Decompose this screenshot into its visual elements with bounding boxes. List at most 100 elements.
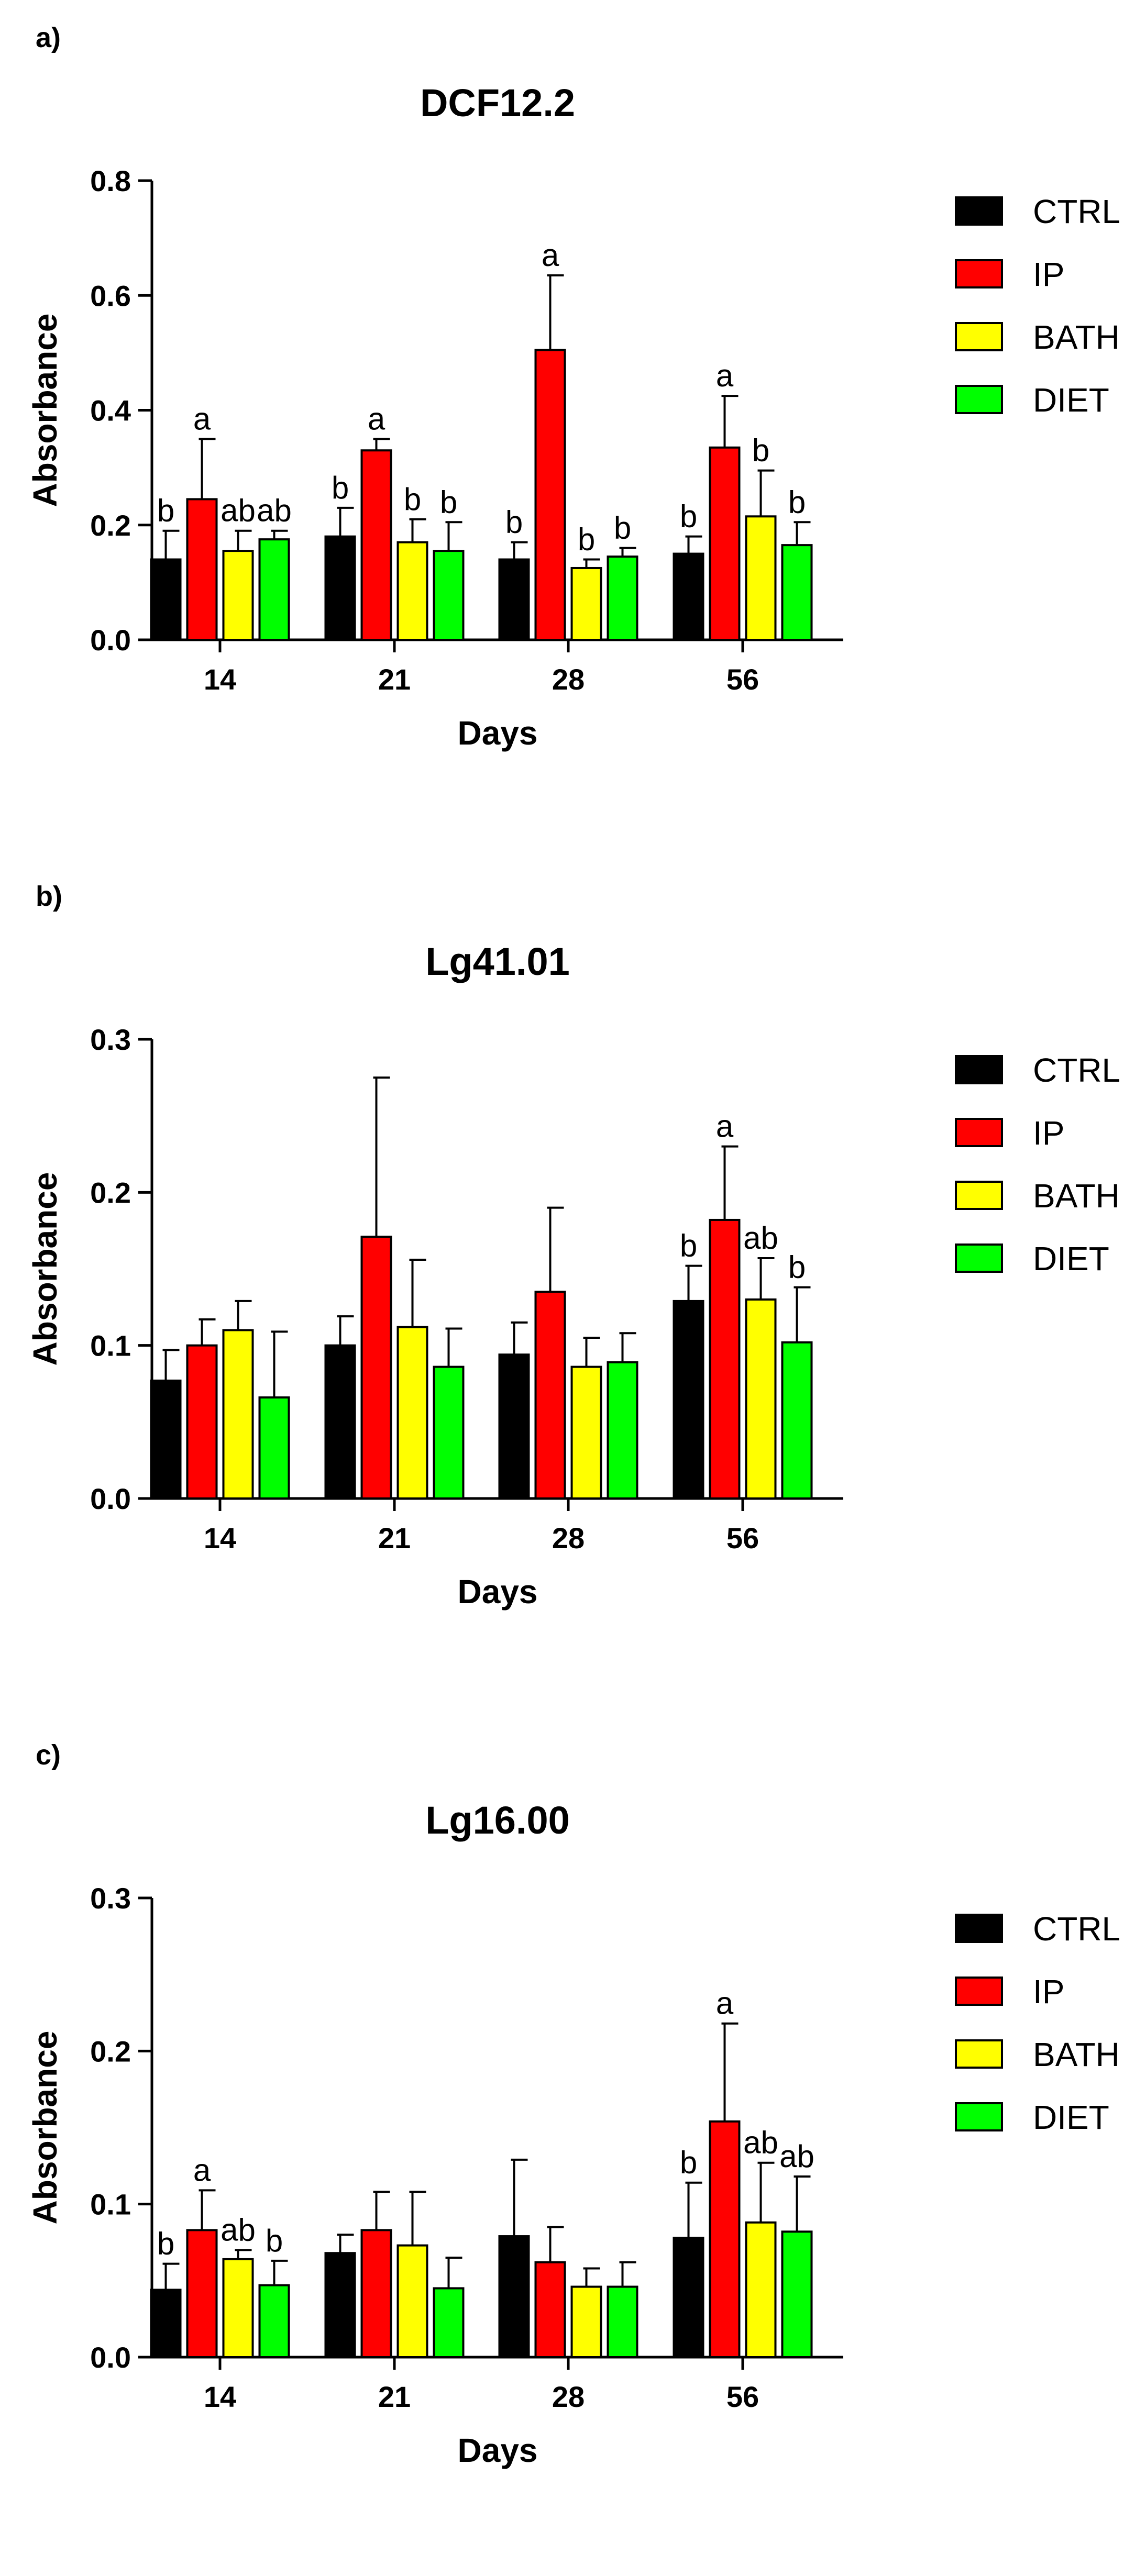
legend-swatch-ip [955,259,1003,288]
significance-letter: ab [257,493,292,528]
legend-label-ip: IP [1033,256,1064,293]
bar-diet [258,2284,290,2359]
significance-letter: b [680,2145,697,2180]
significance-letter: b [157,493,174,528]
significance-letter: b [680,1228,697,1263]
bar-ip [360,2229,392,2359]
x-axis-label: Days [458,714,538,752]
bar-ctrl [150,558,182,641]
bar-diet [607,2285,638,2358]
legend-label-bath: BATH [1033,2036,1120,2073]
bar-ip [709,446,741,641]
significance-letter: b [752,433,769,468]
y-tick-label: 0.3 [90,1023,131,1056]
legend-swatch-ctrl [955,1055,1003,1084]
legend-swatch-ip [955,1977,1003,2006]
significance-letter: b [614,510,631,546]
y-tick-label: 0.2 [90,1176,131,1209]
bar-ctrl [150,2289,182,2358]
legend-swatch-bath [955,1181,1003,1210]
bar-ctrl [324,535,356,641]
y-tick-label: 0.0 [90,1482,131,1515]
y-tick-label: 0.0 [90,2341,131,2374]
x-axis-label: Days [458,2431,538,2469]
y-tick-label: 0.2 [90,509,131,542]
bar-diet [433,1365,465,1500]
y-tick-label: 0.8 [90,164,131,197]
bar-diet [607,556,638,641]
bar-ctrl [324,1344,356,1500]
panel-label: a) [36,22,61,53]
bar-diet [258,538,290,641]
bar-bath [745,2221,777,2358]
significance-letter: b [332,470,349,505]
bar-diet [607,1361,638,1500]
legend-label-ctrl: CTRL [1033,1051,1120,1089]
legend-label-ip: IP [1033,1114,1064,1152]
bar-bath [745,515,777,641]
significance-letter: ab [743,1220,778,1256]
bar-bath [396,2244,428,2359]
significance-letter: b [578,522,595,557]
bar-ip [534,349,566,641]
legend-label-diet: DIET [1033,1240,1109,1278]
x-tick-label: 21 [378,663,411,696]
y-tick-label: 0.3 [90,1882,131,1915]
bar-diet [258,1396,290,1500]
legend-swatch-ip [955,1118,1003,1147]
bar-ip [360,449,392,641]
bar-bath [222,550,254,641]
significance-letter: b [788,484,806,519]
bar-ctrl [498,2235,530,2358]
bar-bath [222,1329,254,1500]
significance-letter: b [157,2226,174,2261]
significance-letter: b [266,2223,283,2258]
chart-svg: b) Lg41.01 0.0 0.1 0.2 0.3 Absorbance 14 21 28 56 D… [26,881,1120,1611]
chart-svg: a) DCF12.2 0.0 0.2 0.4 0.6 0.8 Absorbance 14 21 28… [26,22,1120,752]
chart-title: DCF12.2 [420,81,575,125]
y-axis-label: Absorbance [26,314,64,507]
bar-ip [534,2261,566,2358]
panel-label: c) [36,1739,61,1771]
chart-svg: c) Lg16.00 0.0 0.1 0.2 0.3 Absorbance 14 21 28 56 D… [26,1739,1120,2469]
significance-letter: ab [221,2212,256,2247]
x-axis-label: Days [458,1573,538,1611]
significance-letter: b [505,505,523,540]
significance-letter: a [193,2152,211,2188]
legend-label-diet: DIET [1033,2098,1109,2136]
bar-ctrl [150,1379,182,1500]
bar-diet [781,1341,813,1500]
bar-ctrl [673,552,704,641]
significance-letter: b [404,482,421,517]
x-tick-label: 21 [378,1522,411,1555]
bar-ctrl [324,2252,356,2358]
legend-swatch-bath [955,2039,1003,2069]
bar-bath [570,2285,602,2358]
bar-ip [709,1218,741,1500]
legend-label-bath: BATH [1033,318,1120,356]
y-tick-label: 0.1 [90,2188,131,2221]
legend-swatch-bath [955,322,1003,351]
x-tick-label: 14 [204,1522,236,1555]
x-tick-label: 21 [378,2380,411,2413]
chart-panel: a) DCF12.2 0.0 0.2 0.4 0.6 0.8 Absorbance 14 21 28… [0,0,1146,859]
legend-swatch-diet [955,385,1003,414]
y-tick-label: 0.2 [90,2035,131,2068]
x-tick-label: 28 [552,2380,585,2413]
bar-diet [433,2287,465,2358]
bar-ctrl [673,2236,704,2358]
significance-letter: b [440,484,457,519]
significance-letter: a [193,401,211,436]
y-tick-label: 0.1 [90,1329,131,1362]
chart-title: Lg16.00 [425,1798,570,1842]
x-tick-label: 14 [204,2380,236,2413]
chart-panel: c) Lg16.00 0.0 0.1 0.2 0.3 Absorbance 14 21 28 56 D… [0,1717,1146,2576]
legend-label-ip: IP [1033,1973,1064,2011]
significance-letter: b [680,499,697,534]
y-tick-label: 0.0 [90,624,131,657]
legend-label-ctrl: CTRL [1033,193,1120,230]
significance-letter: a [542,238,559,273]
x-tick-label: 28 [552,1522,585,1555]
bar-ip [186,2229,218,2359]
panel-label: b) [36,881,62,912]
